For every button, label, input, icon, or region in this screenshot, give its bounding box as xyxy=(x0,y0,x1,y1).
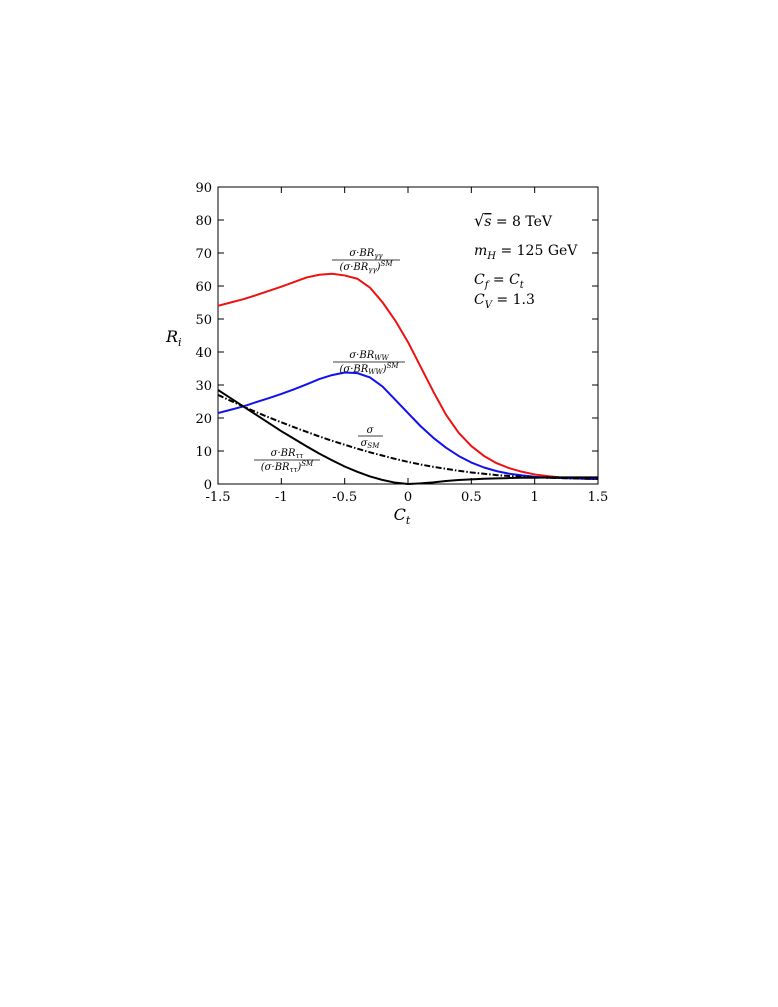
plot-frame xyxy=(217,186,599,485)
label-sigma: σ σSM xyxy=(358,425,383,450)
y-tick-label: 30 xyxy=(195,379,212,394)
x-tick-label: 1.5 xyxy=(588,490,609,505)
label-tau-tau: σ·BRττ (σ·BRττ)SM xyxy=(254,448,320,474)
x-tick-label: -1.5 xyxy=(205,490,230,505)
annotation-higgs-mass: mH = 125 GeV xyxy=(474,243,578,262)
y-tick-label: 80 xyxy=(195,214,212,229)
x-axis-label: Ct xyxy=(394,505,411,527)
svg-text:(σ·BRγγ)SM: (σ·BRγγ)SM xyxy=(339,260,393,274)
series-line-gamma-gamma xyxy=(217,272,599,481)
svg-text:(σ·BRWW)SM: (σ·BRWW)SM xyxy=(339,362,399,376)
svg-text:(σ·BRττ)SM: (σ·BRττ)SM xyxy=(261,460,314,474)
label-ww: σ·BRWW (σ·BRWW)SM xyxy=(333,350,405,376)
x-tick-label: -0.5 xyxy=(332,490,357,505)
series-group xyxy=(217,272,599,485)
svg-text:σ·BRγγ: σ·BRγγ xyxy=(349,248,383,260)
svg-text:σSM: σSM xyxy=(361,438,381,450)
svg-text:σ·BRWW: σ·BRWW xyxy=(349,350,389,362)
x-tick-label: 1 xyxy=(531,490,539,505)
axis-ticks: -1.5 -1 -0.5 0 0.5 1 1.5 0 10 20 30 40 50 60 70 80 90 xyxy=(195,181,608,505)
y-tick-label: 90 xyxy=(195,181,212,196)
svg-text:σ·BRττ: σ·BRττ xyxy=(271,448,304,460)
y-axis-label: Ri xyxy=(165,327,182,349)
label-gamma-gamma: σ·BRγγ (σ·BRγγ)SM xyxy=(332,248,400,274)
y-tick-label: 10 xyxy=(195,445,212,460)
annotation-cf: Cf = Ct xyxy=(474,272,525,291)
series-line-sigma xyxy=(217,393,599,480)
x-tick-label: 0 xyxy=(404,490,412,505)
y-tick-label: 50 xyxy=(195,313,212,328)
svg-text:σ: σ xyxy=(367,425,375,436)
x-tick-label: 0.5 xyxy=(461,490,482,505)
y-tick-label: 60 xyxy=(195,280,212,295)
y-tick-label: 40 xyxy=(195,346,212,361)
series-line-tau-tau xyxy=(217,389,598,485)
y-tick-label: 70 xyxy=(195,247,212,262)
y-tick-label: 0 xyxy=(204,478,212,493)
annotation-cv: CV = 1.3 xyxy=(474,292,535,311)
annotation-sqrt-s: √s = 8 TeV xyxy=(474,211,553,230)
x-tick-label: -1 xyxy=(275,490,288,505)
y-tick-label: 20 xyxy=(195,412,212,427)
